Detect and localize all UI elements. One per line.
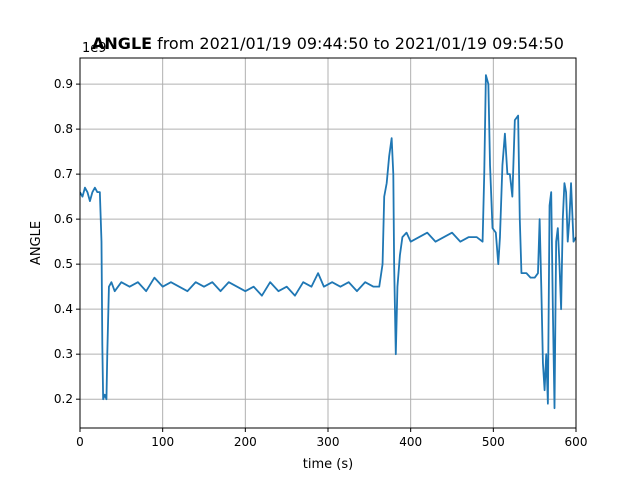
y-tick-label: 0.9	[54, 77, 73, 91]
y-tick-label: 0.5	[54, 257, 73, 271]
y-tick-label: 0.7	[54, 167, 73, 181]
x-axis-label: time (s)	[303, 457, 353, 472]
y-offset-label: 1e9	[82, 41, 107, 56]
x-tick-label: 200	[234, 435, 257, 449]
y-tick-label: 0.4	[54, 302, 73, 316]
title-rest: from 2021/01/19 09:44:50 to 2021/01/19 0…	[157, 34, 564, 53]
x-tick-label: 400	[399, 435, 422, 449]
x-tick-label: 0	[76, 435, 84, 449]
y-tick-label: 0.3	[54, 347, 73, 361]
x-tick-label: 100	[151, 435, 174, 449]
title-bold: ANGLE	[92, 34, 152, 53]
y-tick-label: 0.2	[54, 392, 73, 406]
chart-title: ANGLE from 2021/01/19 09:44:50 to 2021/01…	[92, 34, 564, 53]
y-tick-label: 0.6	[54, 212, 73, 226]
x-tick-label: 600	[565, 435, 588, 449]
x-tick-label: 500	[482, 435, 505, 449]
y-tick-label: 0.8	[54, 122, 73, 136]
y-axis-label: ANGLE	[29, 221, 44, 265]
data-line	[80, 74, 576, 410]
plot-frame	[79, 57, 577, 429]
x-tick-label: 300	[317, 435, 340, 449]
